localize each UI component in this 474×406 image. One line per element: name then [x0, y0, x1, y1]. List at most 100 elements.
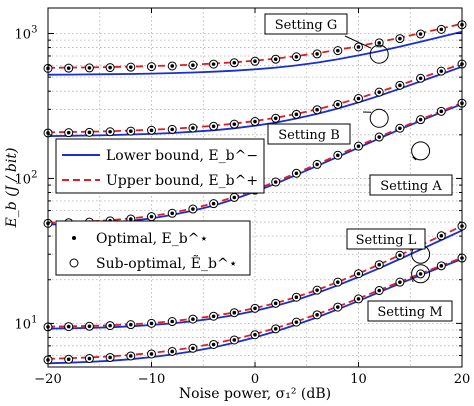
point-optimal-G	[87, 66, 92, 70]
point-optimal-L	[149, 321, 154, 326]
x-tick-label: −10	[138, 372, 165, 387]
point-optimal-M	[253, 332, 257, 337]
annotation-ring	[411, 264, 431, 284]
point-optimal-G	[398, 36, 402, 41]
point-optimal-G	[418, 32, 423, 36]
annotation-ring	[411, 141, 431, 161]
point-optimal-B	[87, 130, 92, 135]
point-optimal-G	[273, 57, 278, 61]
series-upper-G	[47, 22, 463, 69]
annotation-box	[346, 228, 426, 250]
point-optimal-B	[356, 96, 361, 101]
point-optimal-G	[356, 45, 361, 49]
point-optimal-L	[273, 301, 278, 306]
series-upper-B	[47, 62, 463, 134]
point-optimal-A	[336, 153, 340, 158]
annotation-box	[367, 300, 453, 322]
point-optimal-G	[211, 62, 216, 66]
y-tick-label: 102	[15, 169, 38, 187]
legend-markers: Optimal, E_b^⋆ Sub-optimal, Ẽ_b^⋆	[55, 220, 251, 276]
annotation-arrow	[412, 156, 417, 161]
point-optimal-M	[66, 357, 71, 362]
x-tick-label: 0	[251, 372, 259, 387]
point-optimal-M	[149, 352, 154, 356]
x-tick-label: −20	[34, 372, 61, 387]
point-optimal-G	[315, 52, 319, 56]
point-optimal-B	[418, 76, 423, 81]
annotation-arrow	[344, 35, 372, 49]
point-optimal-B	[398, 83, 402, 88]
point-optimal-B	[253, 119, 257, 124]
point-optimal-B	[149, 128, 154, 133]
series-upper-L	[47, 225, 463, 328]
point-optimal-M	[170, 349, 174, 354]
y-tick-label: 101	[15, 314, 38, 332]
annotations: Setting G Setting B Setting A Setting L Sett…	[264, 13, 453, 322]
point-optimal-L	[294, 295, 299, 300]
legend-box	[55, 220, 251, 276]
point-optimal-M	[315, 313, 319, 317]
x-axis-label: Noise power, σ₁² (dB)	[179, 386, 331, 402]
point-optimal-A	[294, 171, 299, 176]
point-optimal-L	[439, 234, 444, 238]
point-optimal-L	[108, 323, 112, 328]
point-optimal-G	[336, 48, 340, 53]
point-optimal-L	[377, 262, 382, 267]
point-optimal-B	[232, 122, 237, 126]
point-optimal-M	[439, 264, 444, 268]
point-optimal-L	[315, 288, 319, 292]
point-optimal-G	[129, 65, 133, 69]
point-optimal-G	[253, 59, 257, 64]
point-optimal-M	[356, 297, 361, 301]
point-optimal-B	[191, 126, 195, 130]
point-optimal-M	[191, 346, 195, 351]
point-optimal-L	[129, 322, 133, 327]
annotation-box	[264, 13, 348, 35]
annotation-label: Setting L	[356, 233, 417, 248]
legend-box	[55, 138, 265, 194]
point-optimal-L	[87, 324, 92, 329]
point-optimal-M	[294, 320, 299, 324]
point-optimal-A	[211, 201, 216, 206]
annotation-label: Setting A	[380, 179, 442, 194]
point-optimal-M	[108, 355, 112, 360]
point-optimal-L	[66, 324, 71, 329]
point-optimal-B	[108, 129, 112, 134]
ticks: −20 −10 0 10 20 101 102 103	[15, 8, 471, 387]
x-tick-label: 10	[350, 372, 367, 387]
point-optimal-G	[191, 63, 195, 67]
point-optimal-B	[439, 69, 444, 73]
point-optimal-B	[315, 107, 319, 112]
point-optimal-B	[211, 124, 216, 129]
annotation-box	[267, 123, 351, 145]
x-tick-label: 20	[454, 372, 471, 387]
point-optimal-M	[273, 327, 278, 331]
point-optimal-A	[315, 162, 319, 167]
point-optimal-G	[108, 65, 112, 70]
point-optimal-L	[211, 314, 216, 319]
point-optimal-L	[191, 317, 195, 321]
point-optimal-B	[170, 127, 174, 132]
point-optimal-G	[377, 41, 382, 45]
annotation-label: Setting B	[278, 128, 340, 143]
y-axis-label: E_b (J / bit)	[4, 148, 20, 229]
point-optimal-M	[398, 280, 402, 284]
point-optimal-A	[170, 211, 174, 216]
point-optimal-B	[66, 130, 71, 135]
point-optimal-B	[377, 90, 382, 94]
point-optimal-M	[336, 305, 340, 309]
point-optimal-L	[356, 271, 361, 276]
point-optimal-A	[398, 126, 402, 131]
point-optimal-A	[149, 214, 154, 219]
point-optimal-L	[336, 280, 340, 284]
legend-marker-dot	[72, 236, 76, 240]
point-optimal-M	[232, 338, 237, 342]
point-optimal-M	[129, 354, 133, 358]
point-optimal-M	[418, 272, 423, 276]
point-optimal-M	[377, 288, 382, 293]
point-optimal-A	[439, 109, 444, 114]
point-optimal-A	[232, 195, 237, 200]
y-tick-label: 103	[15, 25, 38, 43]
legend-lines: Lower bound, E_b^− Upper bound, E_b^+	[55, 138, 265, 194]
